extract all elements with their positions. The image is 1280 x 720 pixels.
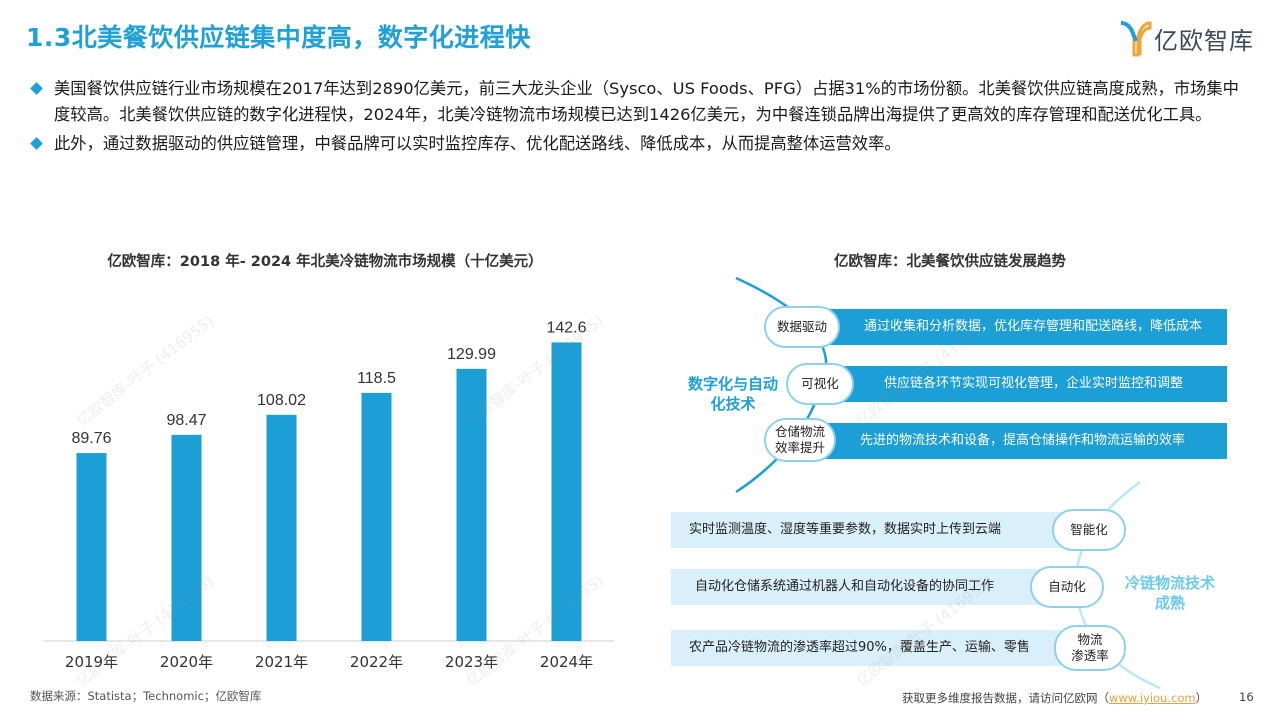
group-label-line: 成熟 bbox=[1154, 594, 1185, 612]
bar bbox=[361, 392, 392, 641]
data-source: 数据来源：Statista；Technomic；亿欧智库 bbox=[30, 689, 262, 703]
bar bbox=[171, 434, 202, 641]
node-data-driven: 数据驱动 bbox=[764, 306, 840, 348]
trend-bar-visualization: 供应链各环节实现可视化管理，企业实时监控和调整 bbox=[836, 366, 1227, 402]
logo-text: 亿欧智库 bbox=[1154, 26, 1254, 55]
bar-value-label: 89.76 bbox=[71, 430, 111, 447]
node-automation: 自动化 bbox=[1030, 566, 1104, 608]
x-tick-label: 2023年 bbox=[445, 653, 498, 671]
logo: 亿欧智库 bbox=[1118, 18, 1254, 58]
bar-value-label: 129.99 bbox=[447, 346, 496, 363]
page-title: 1.3北美餐饮供应链集中度高，数字化进程快 bbox=[26, 23, 531, 52]
node-warehouse: 仓储物流 效率提升 bbox=[764, 418, 836, 462]
logo-icon bbox=[1120, 21, 1152, 57]
diamond-bullet-icon bbox=[30, 137, 43, 150]
footer-more-suffix: ） bbox=[1195, 691, 1208, 705]
bullet-text: 此外，通过数据驱动的供应链管理，中餐品牌可以实时监控库存、优化配送路线、降低成本… bbox=[54, 134, 901, 153]
trend-bar-intelligent: 实时监测温度、湿度等重要参数，数据实时上传到云端 bbox=[671, 512, 1081, 548]
bar bbox=[551, 342, 582, 641]
bar-value-label: 98.47 bbox=[166, 412, 206, 429]
trend-bar-penetration: 农产品冷链物流的渗透率超过90%，覆盖生产、运输、零售 bbox=[671, 630, 1081, 666]
bar bbox=[456, 368, 487, 641]
trend-bar-automation: 自动化仓储系统通过机器人和自动化设备的协同工作 bbox=[671, 569, 1051, 605]
node-penetration: 物流 渗透率 bbox=[1054, 625, 1126, 671]
diagram-title: 亿欧智库：北美餐饮供应链发展趋势 bbox=[834, 254, 1066, 270]
node-line: 渗透率 bbox=[1071, 648, 1109, 663]
footer-more-prefix: 获取更多维度报告数据，请访问亿欧网（ bbox=[902, 691, 1109, 705]
bar-value-label: 108.02 bbox=[257, 392, 306, 409]
group-label-line: 化技术 bbox=[710, 395, 756, 413]
bar-chart: 89.76 2019年 98.47 2020年 108.02 2021年 118.5 2022… bbox=[44, 319, 614, 671]
x-tick-label: 2021年 bbox=[255, 653, 308, 671]
diamond-bullet-icon bbox=[30, 82, 43, 95]
chart-title: 亿欧智库：2018 年- 2024 年北美冷链物流市场规模（十亿美元） bbox=[107, 254, 543, 270]
bullet-item: 此外，通过数据驱动的供应链管理，中餐品牌可以实时监控库存、优化配送路线、降低成本… bbox=[30, 131, 1245, 157]
bar-value-label: 142.6 bbox=[546, 319, 586, 336]
bullet-item: 美国餐饮供应链行业市场规模在2017年达到2890亿美元，前三大龙头企业（Sys… bbox=[30, 76, 1245, 128]
trend-bar-data-driven: 通过收集和分析数据，优化库存管理和配送路线，降低成本 bbox=[814, 309, 1227, 345]
bar-value-label: 118.5 bbox=[357, 370, 396, 387]
x-tick-label: 2024年 bbox=[540, 653, 593, 671]
group-label-line: 数字化与自动 bbox=[687, 375, 778, 393]
group-label-line: 冷链物流技术 bbox=[1124, 574, 1215, 592]
node-line: 仓储物流 bbox=[774, 424, 825, 439]
trend-bar-warehouse: 先进的物流技术和设备，提高仓储操作和物流运输的效率 bbox=[818, 423, 1227, 459]
bullet-list: 美国餐饮供应链行业市场规模在2017年达到2890亿美元，前三大龙头企业（Sys… bbox=[30, 76, 1245, 160]
node-intelligent: 智能化 bbox=[1052, 509, 1126, 551]
node-line: 物流 bbox=[1077, 632, 1103, 647]
x-tick-label: 2020年 bbox=[160, 653, 213, 671]
bar bbox=[76, 453, 107, 641]
node-visualization: 可视化 bbox=[786, 363, 854, 405]
x-tick-label: 2019年 bbox=[65, 653, 118, 671]
page-number: 16 bbox=[1239, 690, 1254, 704]
x-tick-label: 2022年 bbox=[350, 653, 403, 671]
footer-more-info: 获取更多维度报告数据，请访问亿欧网（www.iyiou.com） bbox=[902, 690, 1207, 706]
trend-diagram: 数字化与自动 化技术 通过收集和分析数据，优化库存管理和配送路线，降低成本 数据… bbox=[640, 270, 1280, 690]
footer-website-link[interactable]: www.iyiou.com bbox=[1109, 691, 1196, 705]
bullet-text: 美国餐饮供应链行业市场规模在2017年达到2890亿美元，前三大龙头企业（Sys… bbox=[54, 79, 1239, 124]
group-label-digital: 数字化与自动 化技术 bbox=[668, 374, 798, 414]
bar bbox=[266, 414, 297, 641]
group-label-coldchain: 冷链物流技术 成熟 bbox=[1110, 573, 1230, 613]
node-line: 效率提升 bbox=[774, 440, 825, 455]
